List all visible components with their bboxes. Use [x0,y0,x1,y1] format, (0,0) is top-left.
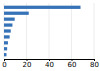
grid-line [71,3,72,59]
x-tick-label: 0 [2,61,6,69]
x-tick-label: 80 [90,61,99,69]
grid-line [94,3,95,59]
bar [4,35,10,38]
grid-line [49,3,50,59]
grid [4,3,94,59]
x-tick-label: 20 [23,61,32,69]
x-tick: 80 [90,59,99,69]
bar [4,6,81,9]
x-tick-label: 40 [45,61,54,69]
x-tick-label: 60 [68,61,77,69]
bar [4,18,15,21]
bars [4,6,81,57]
x-tick: 60 [68,59,77,69]
chart: 0 20 40 60 80 [0,0,100,71]
x-tick: 0 [2,59,6,69]
bar [4,12,29,15]
bar [4,23,12,26]
bar [4,47,7,50]
x-tick: 20 [23,59,32,69]
grid-line [26,3,27,59]
bar [4,29,11,32]
x-tick: 40 [45,59,54,69]
x-axis: 0 20 40 60 80 [2,59,99,69]
bar [4,41,8,44]
bar [4,53,6,56]
